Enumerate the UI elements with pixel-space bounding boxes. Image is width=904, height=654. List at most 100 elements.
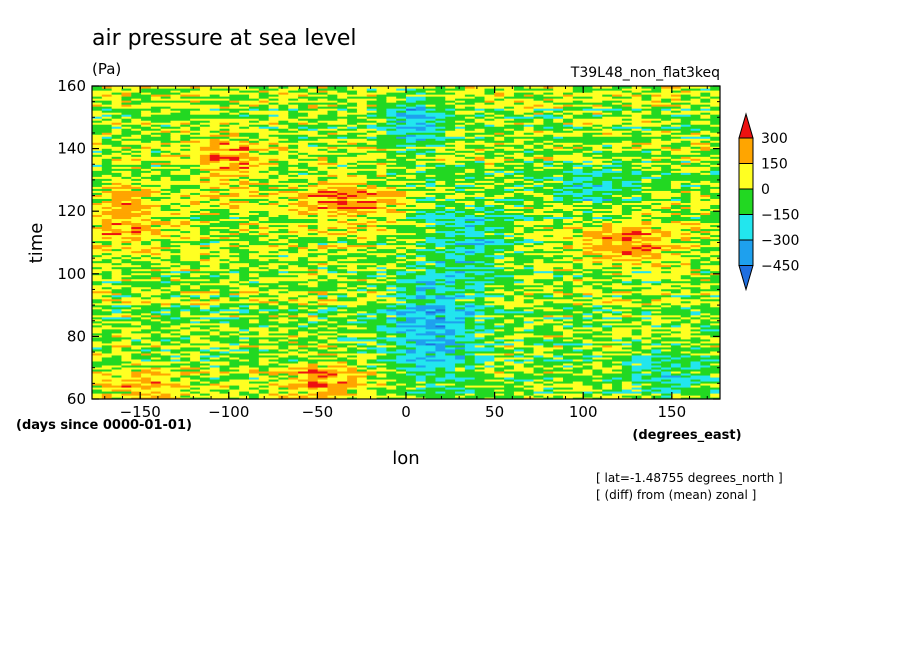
heatmap-cell [582, 304, 594, 308]
heatmap-cell [670, 182, 682, 185]
heatmap-cell [366, 310, 378, 314]
heatmap-cell [415, 198, 437, 201]
heatmap-cell [504, 294, 515, 298]
heatmap-cell [288, 238, 329, 242]
heatmap-cell [376, 158, 387, 161]
heatmap-cell [425, 182, 437, 185]
heatmap-cell [268, 366, 289, 370]
heatmap-cell [406, 338, 456, 342]
heatmap-cell [298, 348, 309, 352]
heatmap-cell [209, 264, 221, 268]
heatmap-cell [190, 242, 201, 246]
heatmap-cell [435, 262, 446, 266]
heatmap-cell [553, 382, 584, 386]
heatmap-cell [474, 136, 486, 139]
heatmap-cell [199, 266, 221, 270]
heatmap-cell [111, 382, 123, 386]
heatmap-cell [621, 318, 643, 322]
heatmap-cell [337, 212, 348, 216]
heatmap-cell [327, 268, 348, 272]
heatmap-cell [425, 224, 437, 228]
heatmap-cell [494, 240, 505, 244]
heatmap-cell [474, 122, 486, 125]
heatmap-cell [209, 382, 221, 386]
heatmap-cell [258, 266, 270, 270]
heatmap-cell [229, 296, 250, 300]
heatmap-cell [150, 302, 162, 306]
heatmap-cell [582, 380, 623, 384]
heatmap-cell [484, 290, 515, 294]
heatmap-cell [190, 282, 201, 286]
heatmap-cell [160, 134, 172, 137]
heatmap-cell [258, 396, 280, 399]
heatmap-cell [680, 124, 692, 127]
heatmap-cell [111, 192, 152, 195]
heatmap-cell [278, 396, 338, 399]
heatmap-cell [690, 350, 711, 354]
heatmap-cell [651, 300, 682, 304]
heatmap-cell [582, 228, 603, 232]
heatmap-cell [239, 294, 250, 298]
heatmap-cell [258, 162, 280, 165]
heatmap-cell [229, 200, 250, 203]
heatmap-cell [386, 298, 397, 302]
heatmap-cell [347, 140, 378, 143]
heatmap-cell [229, 184, 240, 187]
heatmap-cell [464, 256, 495, 260]
heatmap-cell [504, 370, 525, 374]
heatmap-cell [121, 338, 132, 342]
heatmap-cell [612, 328, 633, 332]
heatmap-cell [386, 122, 397, 125]
heatmap-cell [317, 224, 358, 228]
heatmap-cell [239, 144, 250, 147]
heatmap-cell [131, 172, 142, 175]
heatmap-cell [92, 300, 103, 304]
heatmap-cell [455, 184, 476, 187]
heatmap-cell [317, 326, 329, 330]
heatmap-cell [92, 354, 113, 358]
heatmap-cell [582, 190, 594, 193]
heatmap-cell [710, 270, 720, 274]
heatmap-cell [160, 318, 191, 322]
heatmap-cell [563, 146, 574, 149]
heatmap-cell [356, 186, 368, 189]
heatmap-cell [298, 256, 309, 260]
heatmap-cell [219, 258, 230, 262]
heatmap-cell [474, 120, 505, 123]
heatmap-cell [474, 176, 486, 179]
heatmap-cell [209, 246, 221, 250]
heatmap-cell [455, 334, 466, 338]
heatmap-cell [101, 236, 113, 240]
heatmap-cell [229, 138, 250, 141]
heatmap-cell [278, 356, 309, 360]
heatmap-cell [445, 304, 466, 308]
heatmap-cell [641, 346, 652, 350]
heatmap-cell [631, 320, 643, 324]
heatmap-cell [631, 374, 643, 378]
heatmap-cell [533, 200, 584, 203]
heatmap-cell [425, 192, 456, 195]
heatmap-cell [494, 340, 505, 344]
heatmap-cell [386, 162, 397, 165]
heatmap-cell [435, 194, 446, 197]
heatmap-cell [180, 396, 191, 399]
heatmap-cell [523, 188, 535, 191]
heatmap-cell [563, 378, 594, 382]
heatmap-cell [455, 140, 466, 143]
heatmap-cell [239, 164, 250, 167]
heatmap-cell [307, 202, 319, 205]
heatmap-cell [504, 322, 525, 326]
heatmap-cell [474, 354, 495, 358]
heatmap-cell [425, 376, 437, 380]
heatmap-cell [386, 292, 397, 296]
heatmap-cell [690, 336, 701, 340]
heatmap-cell [180, 312, 191, 316]
heatmap-cell [415, 296, 427, 300]
heatmap-cell [258, 186, 270, 189]
heatmap-cell [494, 186, 505, 189]
heatmap-cell [180, 378, 201, 382]
heatmap-cell [298, 246, 309, 250]
heatmap-cell [307, 126, 329, 129]
heatmap-cell [523, 174, 554, 177]
heatmap-cell [435, 288, 466, 292]
